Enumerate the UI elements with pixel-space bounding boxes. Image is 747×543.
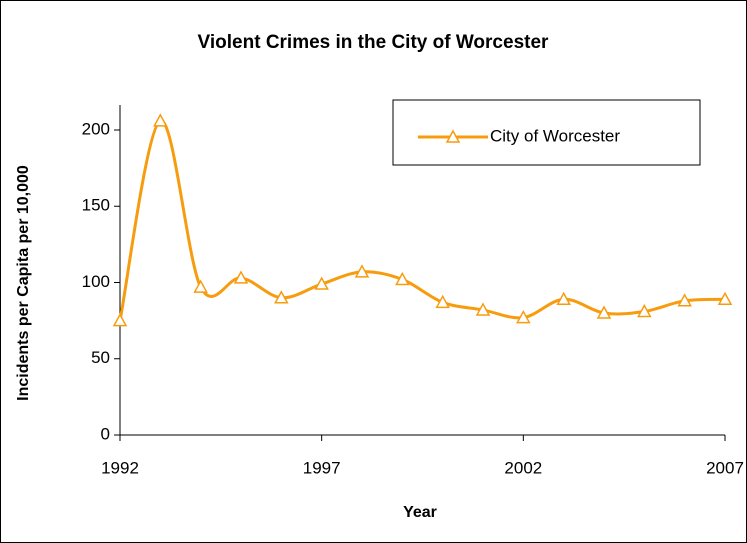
marker (717, 291, 733, 306)
marker (435, 294, 450, 309)
marker (274, 290, 289, 304)
marker (677, 293, 692, 307)
marker (193, 279, 208, 293)
marker (475, 302, 491, 316)
marker (596, 305, 612, 319)
marker (556, 291, 571, 306)
legend-box (392, 99, 701, 166)
y-tick-label: 50 (91, 348, 110, 367)
y-tick-label: 100 (82, 272, 110, 291)
marker (516, 310, 531, 324)
y-tick-label: 200 (82, 119, 110, 138)
series-line (118, 119, 726, 321)
marker (354, 264, 370, 278)
x-tick-label: 1992 (101, 458, 139, 477)
marker (314, 276, 329, 290)
marker (112, 313, 128, 327)
legend-label: City of Worcester (490, 126, 620, 145)
y-tick-label: 150 (82, 196, 110, 215)
x-tick-label: 2007 (706, 458, 744, 477)
marker (637, 303, 652, 318)
x-tick-label: 2002 (504, 458, 542, 477)
chart-title: Violent Crimes in the City of Worcester (198, 32, 549, 53)
x-axis-label: Year (403, 504, 437, 521)
marker (153, 113, 168, 127)
y-axis-label: Incidents per Capita per 10,000 (15, 165, 32, 401)
legend-marker (445, 129, 461, 143)
marker (233, 270, 249, 284)
x-tick-label: 1997 (303, 458, 341, 477)
marker (395, 271, 410, 286)
y-tick-label: 0 (101, 424, 110, 443)
